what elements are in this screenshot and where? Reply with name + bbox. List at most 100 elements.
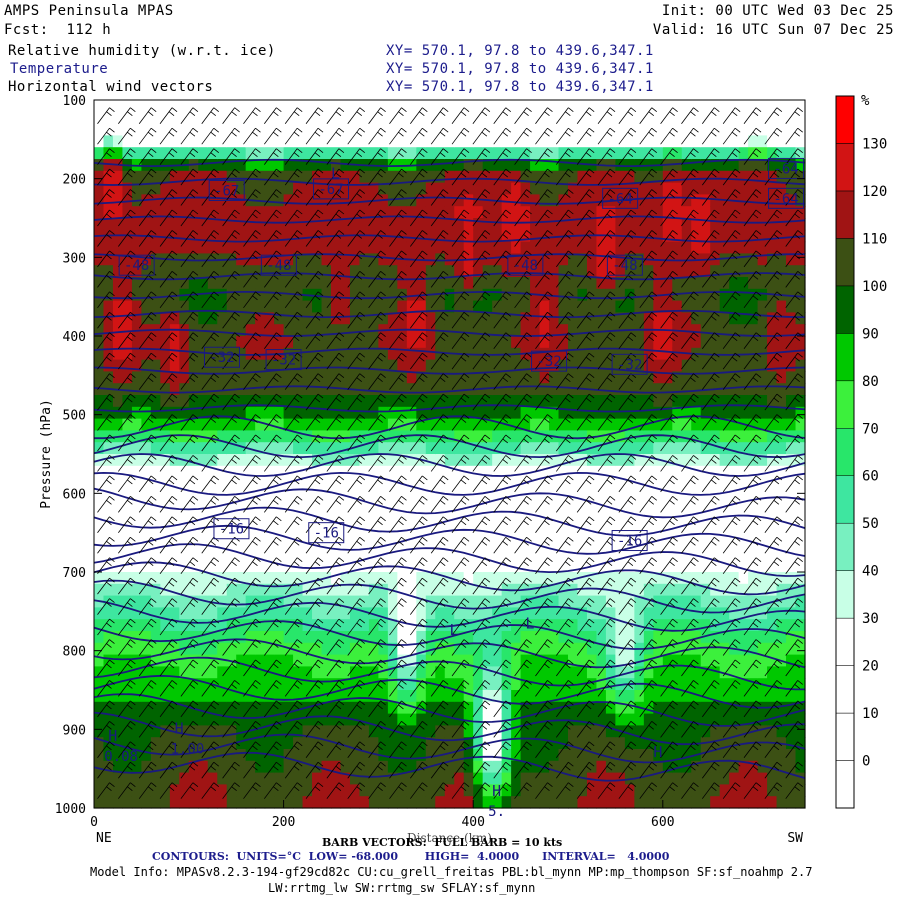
rh-cell <box>558 760 569 774</box>
rh-cell <box>435 418 446 431</box>
rh-cell <box>94 737 105 750</box>
rh-cell <box>302 607 313 620</box>
rh-cell <box>198 300 209 313</box>
rh-cell <box>473 135 484 148</box>
rh-cell <box>397 206 408 219</box>
rh-cell <box>530 666 541 679</box>
wind-barb <box>192 230 199 235</box>
rh-cell <box>435 347 446 361</box>
rh-cell <box>274 642 285 656</box>
rh-cell <box>738 749 749 762</box>
rh-cell <box>112 536 124 549</box>
rh-cell <box>539 583 550 597</box>
rh-cell <box>748 123 759 136</box>
rh-cell <box>331 135 342 148</box>
rh-cell <box>795 100 806 113</box>
rh-cell <box>349 560 361 573</box>
wind-barb <box>97 148 110 165</box>
rh-cell <box>672 300 683 313</box>
wind-barb <box>138 659 152 677</box>
rh-cell <box>482 760 493 774</box>
rh-cell <box>94 265 105 278</box>
rh-cell <box>359 725 370 738</box>
rh-cell <box>387 631 398 644</box>
rh-cell <box>359 749 370 762</box>
rh-cell <box>274 359 285 372</box>
wind-barb <box>180 230 194 247</box>
rh-cell <box>349 406 361 420</box>
rh-cell <box>122 607 133 620</box>
rh-cell <box>359 324 370 337</box>
rh-cell <box>274 430 285 443</box>
rh-cell <box>681 430 692 443</box>
rh-cell <box>406 678 417 691</box>
rh-cell <box>131 489 142 502</box>
rh-cell <box>501 465 512 479</box>
rh-cell <box>568 206 579 219</box>
rh-cell <box>710 465 721 479</box>
rh-cell <box>681 619 692 632</box>
rh-cell <box>776 265 787 278</box>
rh-cell <box>425 300 436 313</box>
rh-cell <box>236 147 247 160</box>
rh-cell <box>672 147 683 160</box>
rh-cell <box>700 100 711 113</box>
rh-cell <box>473 229 484 243</box>
rh-cell <box>653 749 664 762</box>
rh-cell <box>786 760 797 774</box>
rh-cell <box>473 572 484 585</box>
rh-cell <box>549 642 560 656</box>
rh-cell <box>719 265 730 278</box>
rh-cell <box>624 418 635 431</box>
rh-cell <box>615 359 626 372</box>
rh-cell <box>700 336 711 349</box>
rh-cell <box>359 182 370 195</box>
rh-cell <box>511 159 522 172</box>
rh-cell <box>236 430 247 443</box>
rh-cell <box>786 725 797 738</box>
wind-barb <box>147 377 154 382</box>
rh-cell <box>425 631 436 644</box>
rh-cell <box>207 701 218 715</box>
rh-cell <box>387 796 398 809</box>
rh-cell <box>217 147 228 160</box>
rh-cell <box>776 359 787 372</box>
wind-barb <box>138 148 152 165</box>
rh-cell <box>767 111 778 125</box>
rh-cell <box>236 760 247 774</box>
wind-barb <box>180 168 194 186</box>
wind-barb <box>97 434 110 452</box>
rh-cell <box>331 607 342 620</box>
rh-cell <box>331 265 342 278</box>
rh-cell <box>331 206 342 219</box>
rh-cell <box>179 430 190 443</box>
rh-cell <box>444 749 455 762</box>
rh-cell <box>122 513 133 526</box>
rh-cell <box>169 654 180 667</box>
rh-cell <box>615 465 626 479</box>
rh-cell <box>378 383 389 396</box>
rh-cell <box>406 454 417 467</box>
rh-cell <box>767 631 778 644</box>
rh-cell <box>435 277 446 290</box>
rh-cell <box>416 678 427 691</box>
rh-cell <box>255 170 266 184</box>
rh-cell <box>236 159 247 172</box>
rh-cell <box>482 395 493 408</box>
rh-cell <box>94 678 105 691</box>
rh-cell <box>767 229 778 243</box>
rh-cell <box>179 536 190 549</box>
temperature-contour-line <box>93 347 806 356</box>
wind-barb <box>159 639 173 656</box>
rh-cell <box>643 147 654 160</box>
rh-cell <box>435 241 446 254</box>
rh-cell <box>558 690 569 703</box>
rh-cell <box>577 430 588 443</box>
rh-cell <box>150 206 161 219</box>
rh-cell <box>255 147 266 160</box>
wind-barb <box>106 397 112 403</box>
rh-cell <box>501 796 512 809</box>
wind-barb <box>147 643 154 648</box>
rh-cell <box>302 147 313 160</box>
rh-cell <box>188 548 199 561</box>
